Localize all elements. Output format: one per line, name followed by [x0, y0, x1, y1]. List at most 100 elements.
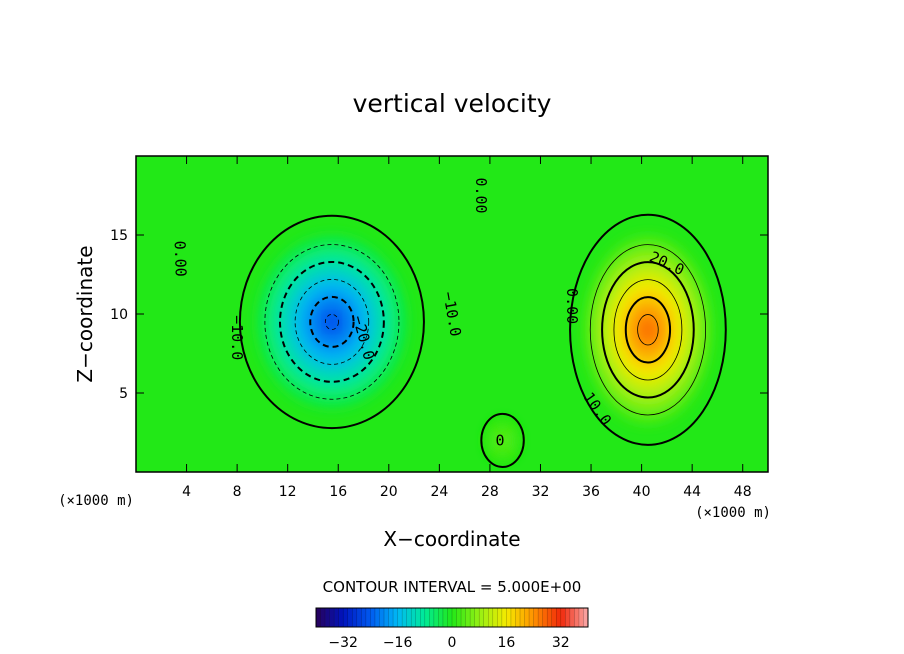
- colorbar: [315, 608, 589, 627]
- x-left-unit-label: (×1000 m): [58, 493, 134, 509]
- colorbar-cell: [406, 608, 412, 627]
- contour-label: 0.00: [563, 288, 581, 324]
- colorbar-cell: [533, 608, 539, 627]
- x-tick-label: 44: [683, 484, 701, 500]
- colorbar-cell: [569, 608, 575, 627]
- colorbar-cell: [506, 608, 512, 627]
- contour-interval-text: CONTOUR INTERVAL = 5.000E+00: [323, 578, 582, 596]
- y-axis-title: Z−coordinate: [73, 245, 97, 382]
- colorbar-cell: [379, 608, 385, 627]
- colorbar-cell: [343, 608, 349, 627]
- colorbar-cell: [352, 608, 358, 627]
- x-tick-label: 48: [734, 484, 752, 500]
- field-band: [501, 438, 505, 443]
- colorbar-cell: [556, 608, 562, 627]
- x-tick-label: 12: [279, 484, 297, 500]
- colorbar-cell: [316, 608, 321, 627]
- colorbar-tick-label: −32: [328, 635, 358, 651]
- colorbar-cell: [384, 608, 389, 627]
- colorbar-cell: [547, 608, 553, 627]
- contour-line: [613, 279, 683, 381]
- colorbar-cell: [325, 608, 330, 627]
- zero-contour: [238, 214, 425, 430]
- colorbar-cell: [338, 608, 344, 627]
- contour-line: [624, 296, 672, 364]
- colorbar-cell: [520, 608, 525, 627]
- contour-line: [294, 279, 370, 365]
- colorbar-cell: [560, 608, 566, 627]
- colorbar-cell: [461, 608, 466, 627]
- colorbar-cell: [538, 608, 543, 627]
- colorbar-tick-label: 16: [497, 635, 515, 651]
- colorbar-cell: [442, 608, 448, 627]
- colorbar-cell: [492, 608, 498, 627]
- colorbar-cell: [420, 608, 426, 627]
- colorbar-cell: [497, 608, 503, 627]
- colorbar-cell: [470, 608, 475, 627]
- colorbar-cell: [456, 608, 462, 627]
- colorbar-cell: [433, 608, 439, 627]
- colorbar-cell: [374, 608, 380, 627]
- colorbar-ticks: −32 −16 0 16 32: [328, 635, 569, 651]
- colorbar-cell: [361, 608, 367, 627]
- colorbar-cell: [356, 608, 362, 627]
- colorbar-cell: [365, 608, 371, 627]
- contour-label: 0.00: [171, 240, 190, 277]
- colorbar-cell: [529, 608, 534, 627]
- y-tick-label: 10: [110, 307, 128, 323]
- colorbar-cell: [465, 608, 471, 627]
- contour-line: [601, 261, 695, 399]
- colorbar-cell: [551, 608, 557, 627]
- x-tick-label: 4: [182, 484, 191, 500]
- colorbar-cell: [574, 608, 580, 627]
- x-right-unit-label: (×1000 m): [695, 505, 771, 521]
- colorbar-cell: [474, 608, 480, 627]
- colorbar-cell: [415, 608, 421, 627]
- x-axis-title: X−coordinate: [383, 527, 520, 551]
- colorbar-cell: [452, 608, 457, 627]
- x-tick-label: 8: [233, 484, 242, 500]
- colorbar-cell: [347, 608, 353, 627]
- x-axis: 4 8 12 16 20 24 28 32 36 40 44 48: [182, 156, 752, 500]
- colorbar-cell: [411, 608, 417, 627]
- zero-contour: [569, 213, 727, 446]
- colorbar-cell: [583, 608, 589, 627]
- colorbar-cell: [447, 608, 453, 627]
- colorbar-cell: [501, 608, 507, 627]
- colorbar-cell: [329, 608, 335, 627]
- colorbar-cell: [488, 608, 494, 627]
- contour-line: [637, 314, 659, 346]
- contour-label: 0.00: [472, 177, 490, 213]
- colorbar-cell: [542, 608, 548, 627]
- y-tick-label: 15: [110, 228, 128, 244]
- plot-area: 0.000.000.000−10.0 −10.0−20.020.010.0: [136, 156, 768, 472]
- x-tick-label: 28: [481, 484, 499, 500]
- colorbar-cell: [424, 608, 430, 627]
- colorbar-cell: [510, 608, 516, 627]
- y-tick-label: 5: [119, 386, 128, 402]
- zero-contour: [480, 412, 525, 468]
- contour-line: [309, 295, 355, 348]
- colorbar-tick-label: 32: [552, 635, 570, 651]
- contour-line: [278, 260, 385, 383]
- colorbar-cell: [429, 608, 435, 627]
- contour-label: 0: [496, 431, 505, 449]
- field-band: [642, 321, 654, 339]
- colorbar-cell: [370, 608, 376, 627]
- contour-label: −10.0: [228, 315, 246, 360]
- colorbar-cell: [578, 608, 584, 627]
- colorbar-cell: [388, 608, 394, 627]
- x-tick-label: 20: [380, 484, 398, 500]
- colorbar-cell: [565, 608, 571, 627]
- colorbar-cell: [515, 608, 521, 627]
- colorbar-cell: [334, 608, 339, 627]
- colorbar-cell: [438, 608, 444, 627]
- contour-line: [324, 313, 339, 330]
- colorbar-tick-label: −16: [383, 635, 413, 651]
- x-tick-label: 40: [633, 484, 651, 500]
- x-tick-label: 24: [430, 484, 448, 500]
- x-tick-label: 16: [329, 484, 347, 500]
- contour-line: [264, 244, 400, 400]
- chart-title: vertical velocity: [353, 89, 552, 118]
- colorbar-cell: [393, 608, 398, 627]
